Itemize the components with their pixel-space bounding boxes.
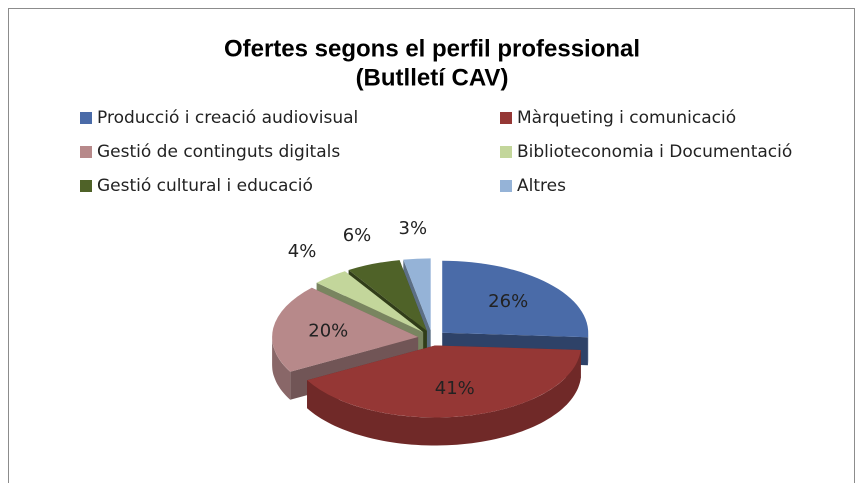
legend-label: Gestió cultural i educació [97,176,313,196]
legend-swatch [80,180,92,192]
legend-swatch [500,180,512,192]
legend-swatch [80,112,92,124]
legend-swatch [80,146,92,158]
legend-label: Altres [517,176,566,196]
legend-swatch [500,146,512,158]
data-label: 26% [488,291,528,312]
chart-title: (Butlletí CAV) [356,64,509,91]
pie-slice [316,271,424,333]
data-label: 4% [288,241,317,262]
legend-label: Producció i creació audiovisual [97,108,358,128]
data-label: 6% [343,225,372,246]
pie-slice [403,258,431,331]
pie-slice [272,287,419,372]
data-label: 3% [399,218,428,239]
pie-slice [442,260,589,338]
legend-label: Màrqueting i comunicació [517,108,736,128]
legend-label: Biblioteconomia i Documentació [517,142,792,162]
pie-slice [348,260,427,331]
chart-title: Ofertes segons el perfil professional [224,35,640,62]
slice-side [307,350,581,446]
legend-label: Gestió de continguts digitals [97,142,340,162]
pie-slice [307,345,581,418]
data-label: 41% [435,378,475,399]
legend-swatch [500,112,512,124]
data-label: 20% [308,320,348,341]
slice-side [272,337,291,400]
